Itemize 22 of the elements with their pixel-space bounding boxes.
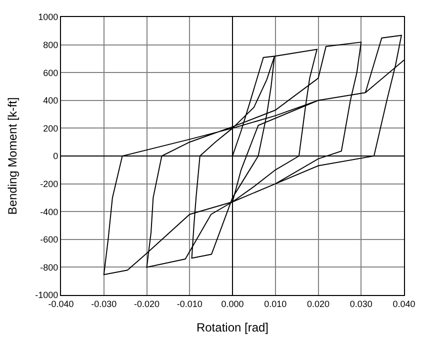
y-axis-title: Bending Moment [k-ft] — [5, 97, 20, 215]
y-tick-label: 400 — [43, 96, 58, 106]
x-tick-label: 0.040 — [392, 298, 416, 309]
x-tick-label: 0.020 — [306, 298, 330, 309]
y-tick-label: 200 — [43, 123, 58, 134]
y-tick-label: -200 — [40, 178, 58, 189]
x-tick-label: 0.030 — [350, 298, 372, 309]
x-axis-title: Rotation [rad] — [196, 320, 269, 335]
y-tick-label: -800 — [40, 262, 58, 272]
y-tick-label: 600 — [43, 68, 58, 78]
y-tick-label: -1000 — [35, 290, 58, 300]
x-tick-label: -0.020 — [134, 298, 160, 309]
x-tick-label: 0.000 — [221, 298, 244, 309]
y-tick-label: 800 — [43, 40, 58, 50]
x-tick-label: -0.030 — [91, 298, 117, 309]
y-tick-label: -400 — [40, 206, 58, 217]
x-tick-label: -0.040 — [48, 298, 74, 309]
x-tick-label: 0.010 — [264, 298, 287, 309]
y-tick-label: 1000 — [38, 12, 58, 22]
y-tick-label: -600 — [40, 234, 58, 245]
y-tick-label: 0 — [53, 151, 58, 162]
x-tick-label: -0.010 — [176, 298, 202, 309]
